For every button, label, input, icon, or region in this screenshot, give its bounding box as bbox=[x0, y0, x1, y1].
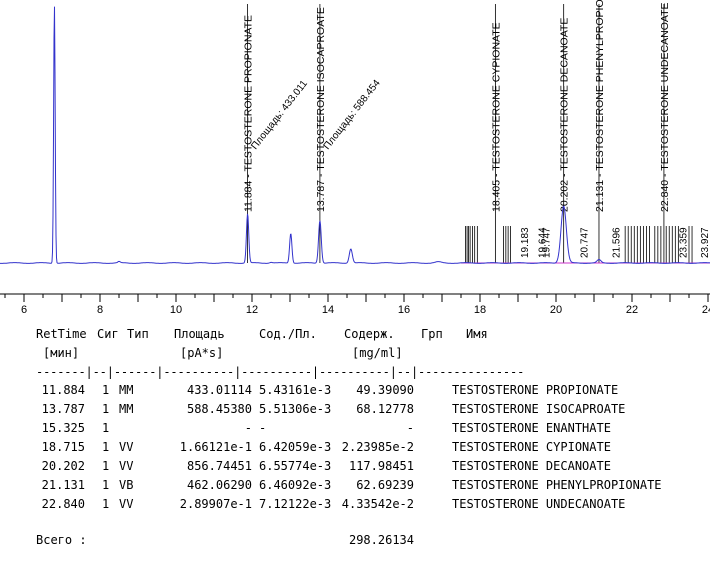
cell-rt: 22.840 bbox=[41, 497, 85, 511]
cell-sig: 1 bbox=[102, 402, 110, 416]
cell-name: TESTOSTERONE PHENYLPROPIONATE bbox=[452, 478, 662, 492]
x-tick-label: 10 bbox=[170, 304, 182, 316]
cell-sig: 1 bbox=[102, 478, 110, 492]
cell-sig: 1 bbox=[102, 459, 110, 473]
peak-label: 13.787 - TESTOSTERONE ISOCAPROATE bbox=[315, 7, 327, 212]
header-rettime: RetTime bbox=[36, 327, 87, 341]
cell-sig: 1 bbox=[102, 383, 110, 397]
cell-rt: 11.884 bbox=[41, 383, 85, 397]
cell-amount: - bbox=[406, 421, 414, 435]
cell-type: VB bbox=[119, 478, 134, 492]
cell-amt-area: 6.55774e-3 bbox=[259, 459, 332, 473]
peak-label: 22.840 - TESTOSTERONE UNDECANOATE bbox=[659, 3, 671, 213]
header-amt-area: Сод./Пл. bbox=[259, 327, 317, 341]
cell-type: MM bbox=[119, 383, 134, 397]
cell-amount: 4.33542e-2 bbox=[341, 497, 414, 511]
cell-amount: 68.12778 bbox=[356, 402, 414, 416]
cell-rt: 15.325 bbox=[41, 421, 85, 435]
header-area: Площадь bbox=[174, 327, 225, 341]
x-tick-label: 6 bbox=[21, 304, 27, 316]
rt-label: 23.927 bbox=[700, 227, 710, 258]
rt-label: 19.644 bbox=[537, 227, 548, 258]
cell-rt: 13.787 bbox=[41, 402, 85, 416]
cell-name: TESTOSTERONE ENANTHATE bbox=[452, 421, 611, 435]
unit-min: [мин] bbox=[43, 346, 80, 360]
cell-amount: 2.23985e-2 bbox=[341, 440, 414, 454]
total-label: Всего : bbox=[36, 533, 87, 547]
x-tick-label: 14 bbox=[322, 304, 334, 316]
cell-sig: 1 bbox=[102, 421, 110, 435]
cell-amount: 117.98451 bbox=[348, 459, 414, 473]
cell-area: 433.01114 bbox=[186, 383, 252, 397]
detector-trace bbox=[0, 6, 710, 264]
cell-area: 856.74451 bbox=[186, 459, 252, 473]
x-tick-label: 12 bbox=[246, 304, 258, 316]
unit-amount: [mg/ml] bbox=[352, 346, 403, 360]
cell-area: 1.66121e-1 bbox=[179, 440, 252, 454]
cell-name: TESTOSTERONE PROPIONATE bbox=[452, 383, 619, 397]
x-tick-label: 24 bbox=[702, 304, 710, 316]
peak-area-label: Площадь: 433.011 bbox=[249, 78, 310, 152]
rt-label: 19.747 bbox=[541, 227, 552, 258]
cell-type: VV bbox=[119, 497, 134, 511]
unit-area: [pA*s] bbox=[180, 346, 224, 360]
cell-type: VV bbox=[119, 459, 134, 473]
x-axis-ticks: 6 8 10 12 14 16 18 20 22 24 bbox=[4, 294, 710, 316]
cell-name: TESTOSTERONE ISOCAPROATE bbox=[452, 402, 626, 416]
cell-sig: 1 bbox=[102, 440, 110, 454]
cell-amount: 49.39090 bbox=[356, 383, 414, 397]
table-separator: -------|--|------|----------|----------|… bbox=[36, 365, 525, 379]
cell-amt-area: 7.12122e-3 bbox=[259, 497, 332, 511]
peak-area-label: Площадь: 588.454 bbox=[322, 78, 383, 152]
x-axis: 6 8 10 12 14 16 18 20 22 24 bbox=[0, 293, 710, 316]
x-tick-label: 22 bbox=[626, 304, 638, 316]
peak-label: 20.202 - TESTOSTERONE DECANOATE bbox=[559, 18, 571, 212]
peak-label: 18.405 - TESTOSTERONE CYPIONATE bbox=[490, 22, 502, 212]
cell-amt-area: 5.43161e-3 bbox=[259, 383, 332, 397]
rt-label: 19.183 bbox=[520, 227, 531, 258]
x-tick-label: 18 bbox=[474, 304, 486, 316]
cell-rt: 20.202 bbox=[41, 459, 85, 473]
cell-area: 2.89907e-1 bbox=[179, 497, 252, 511]
cell-amt-area: 6.42059e-3 bbox=[259, 440, 332, 454]
x-tick-label: 8 bbox=[97, 304, 103, 316]
cell-area: 588.45380 bbox=[186, 402, 252, 416]
integration-report: RetTime Сиг Тип Площадь Сод./Пл. Содерж.… bbox=[0, 322, 710, 573]
cell-type: VV bbox=[119, 440, 134, 454]
cell-amount: 62.69239 bbox=[356, 478, 414, 492]
total-value: 298.26134 bbox=[348, 533, 414, 547]
cell-amt-area: 5.51306e-3 bbox=[259, 402, 332, 416]
x-tick-label: 20 bbox=[550, 304, 562, 316]
header-signal: Сиг bbox=[97, 327, 119, 341]
cell-sig: 1 bbox=[102, 497, 110, 511]
header-type: Тип bbox=[127, 327, 149, 341]
peak-label: 21.131 - TESTOSTERONE PHENYLPROPIONATE bbox=[594, 0, 606, 212]
cell-amt-area: - bbox=[259, 421, 267, 435]
header-group: Грп bbox=[421, 327, 443, 341]
cell-name: TESTOSTERONE UNDECANOATE bbox=[452, 497, 626, 511]
rt-label: 20.747 bbox=[579, 227, 590, 258]
cell-type: MM bbox=[119, 402, 134, 416]
cell-area: - bbox=[244, 421, 252, 435]
header-name: Имя bbox=[466, 327, 488, 341]
cell-name: TESTOSTERONE CYPIONATE bbox=[452, 440, 611, 454]
header-amount: Содерж. bbox=[344, 327, 395, 341]
cell-name: TESTOSTERONE DECANOATE bbox=[452, 459, 611, 473]
rt-label: 21.596 bbox=[612, 227, 623, 258]
cell-area: 462.06290 bbox=[186, 478, 252, 492]
peak-label: 11.884 - TESTOSTERONE PROPIONATE bbox=[243, 15, 255, 212]
cell-rt: 21.131 bbox=[41, 478, 85, 492]
cell-rt: 18.715 bbox=[41, 440, 85, 454]
x-tick-label: 16 bbox=[398, 304, 410, 316]
rt-label: 23.359 bbox=[679, 227, 690, 258]
cell-amt-area: 6.46092e-3 bbox=[259, 478, 332, 492]
